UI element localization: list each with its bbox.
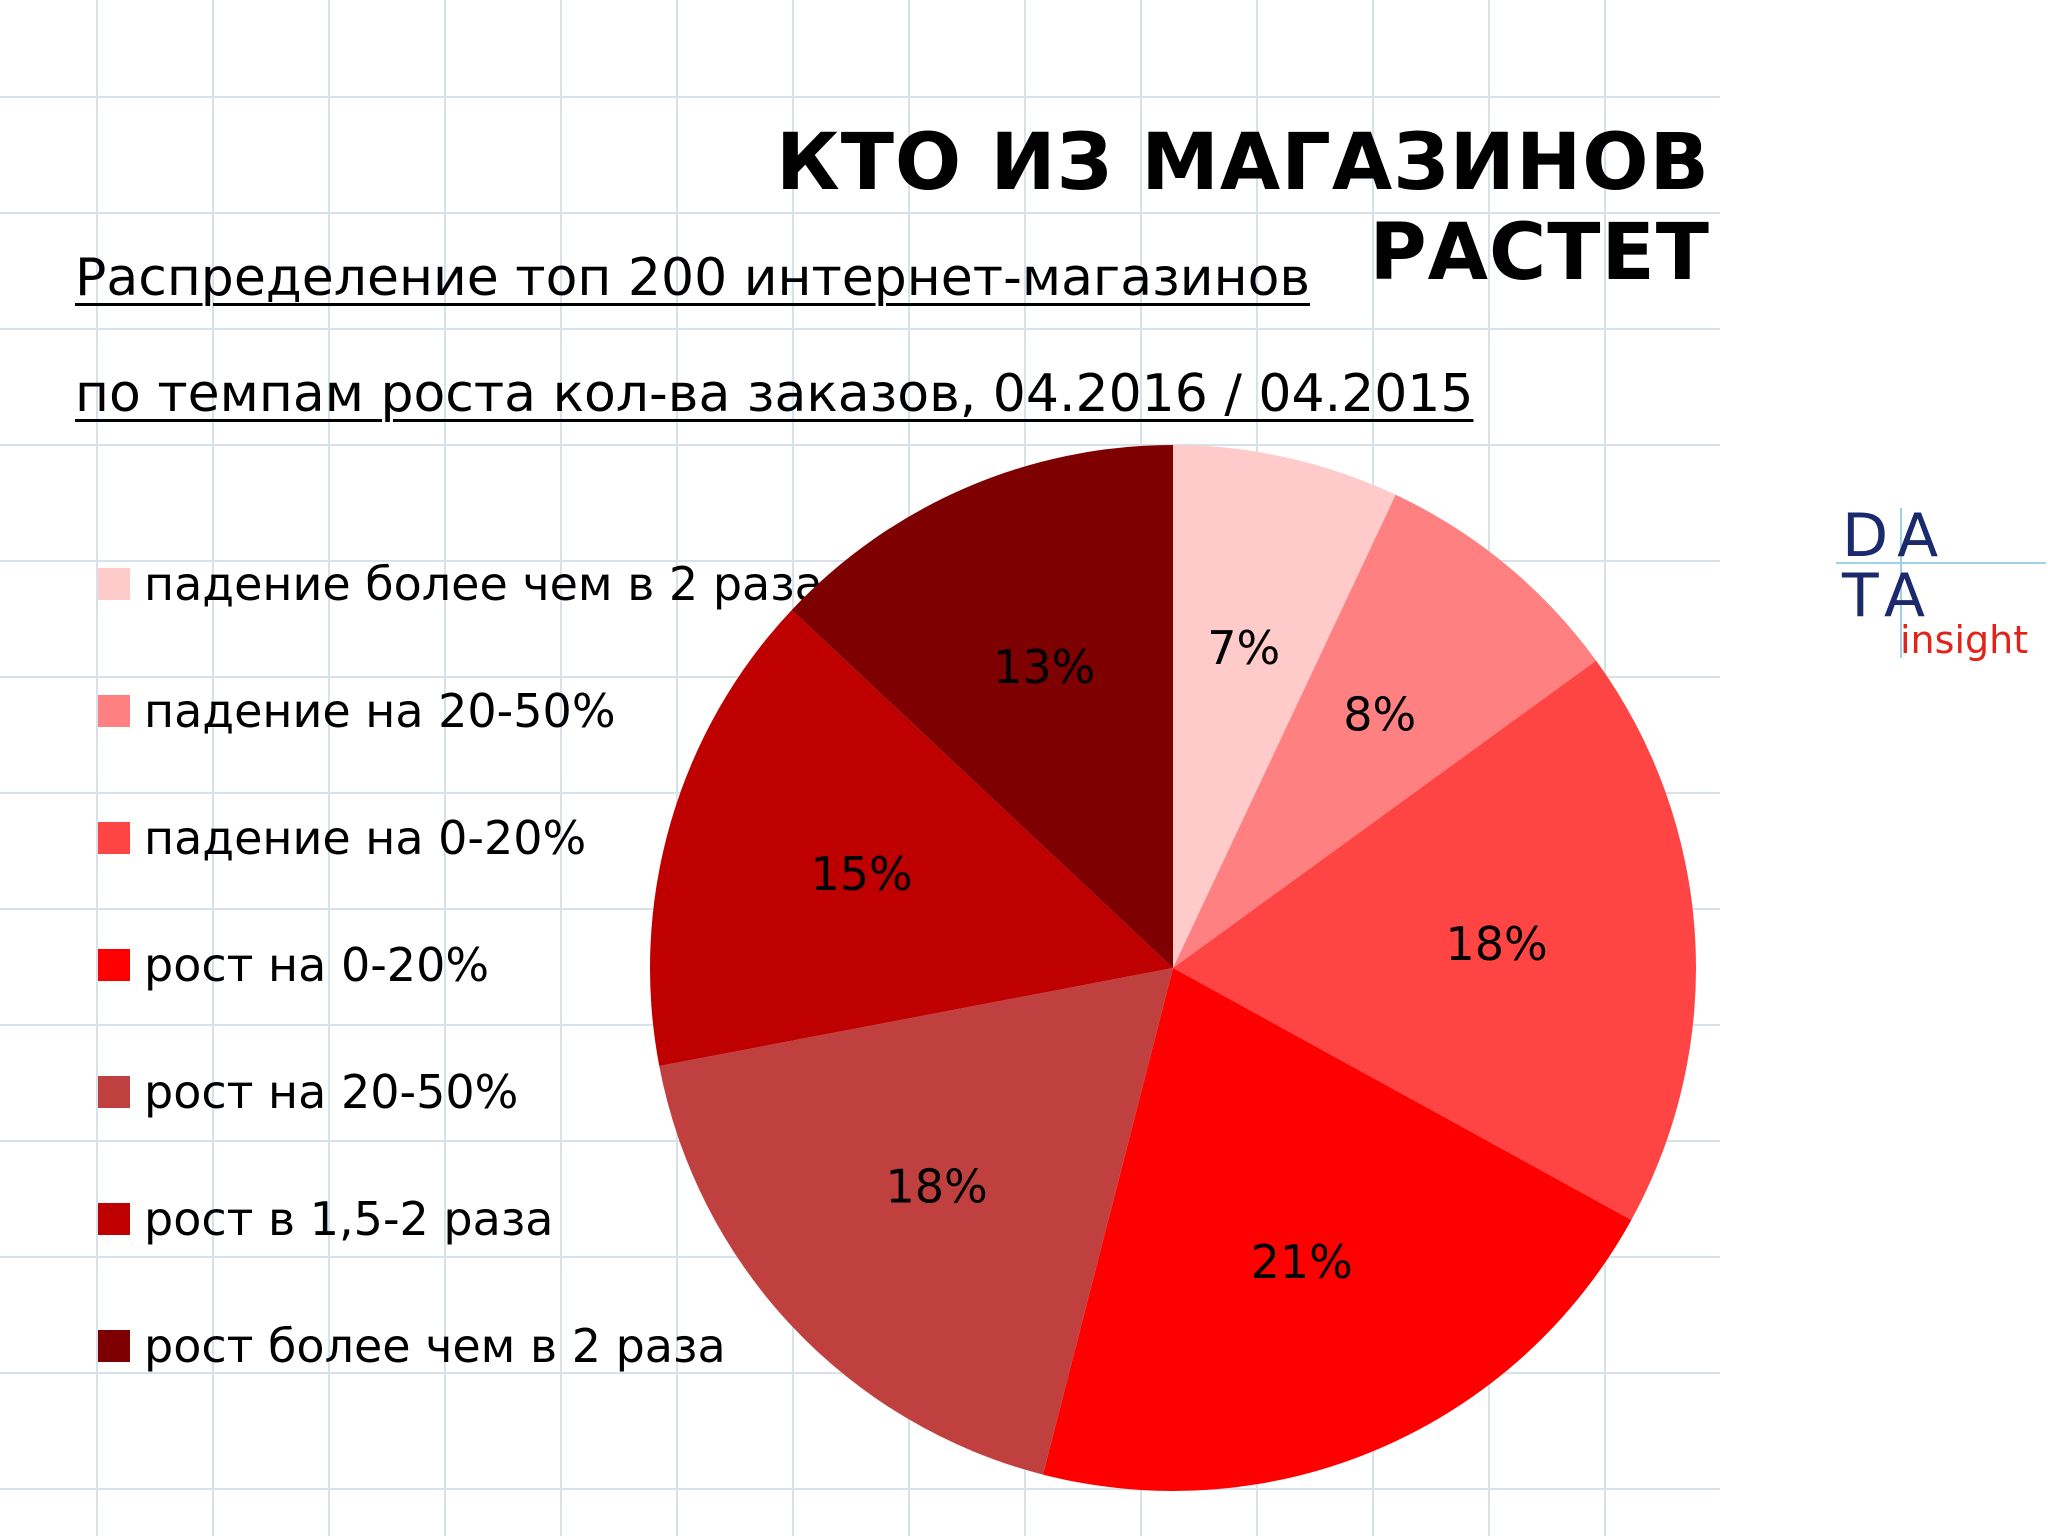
legend-item: рост на 0-20% bbox=[98, 901, 823, 1028]
pie-slice bbox=[791, 445, 1173, 968]
legend-swatch bbox=[98, 821, 130, 854]
legend-swatch bbox=[98, 1329, 130, 1362]
legend-item: падение на 20-50% bbox=[98, 647, 823, 774]
legend-swatch bbox=[98, 1075, 130, 1108]
legend-item: рост в 1,5-2 раза bbox=[98, 1155, 823, 1282]
legend-label: рост в 1,5-2 раза bbox=[144, 1191, 554, 1246]
legend-swatch bbox=[98, 1202, 130, 1235]
pie-data-label: 15% bbox=[810, 847, 912, 901]
legend-label: падение на 20-50% bbox=[144, 683, 616, 738]
legend-item: рост на 20-50% bbox=[98, 1028, 823, 1155]
pie-slice bbox=[1173, 445, 1396, 968]
legend-item: рост более чем в 2 раза bbox=[98, 1282, 823, 1409]
pie-data-label: 8% bbox=[1343, 688, 1416, 742]
legend-label: падение более чем в 2 раза bbox=[144, 556, 823, 611]
pie-data-label: 18% bbox=[1445, 917, 1547, 971]
legend-swatch bbox=[98, 694, 130, 727]
logo-text-da: DA bbox=[1842, 501, 1949, 571]
pie-data-label: 21% bbox=[1251, 1235, 1353, 1289]
page-title: КТО ИЗ МАГАЗИНОВ РАСТЕТ bbox=[775, 118, 1710, 298]
logo-rule bbox=[1836, 562, 2046, 564]
legend-label: рост на 0-20% bbox=[144, 937, 490, 992]
logo-rule bbox=[1900, 508, 1902, 658]
pie-data-label: 18% bbox=[885, 1159, 987, 1213]
pie-slice bbox=[659, 968, 1173, 1475]
right-panel bbox=[1720, 0, 2048, 1536]
legend-swatch bbox=[98, 567, 130, 600]
pie-slice bbox=[1042, 968, 1632, 1492]
legend-item: падение на 0-20% bbox=[98, 774, 823, 901]
legend-label: рост более чем в 2 раза bbox=[144, 1318, 726, 1373]
pie-data-label: 13% bbox=[993, 640, 1095, 694]
pie-slice bbox=[649, 609, 1173, 1066]
chart-subtitle-line-2: по темпам роста кол-ва заказов, 04.2016 … bbox=[75, 364, 1474, 424]
chart-legend: падение более чем в 2 раза падение на 20… bbox=[98, 520, 823, 1409]
legend-label: рост на 20-50% bbox=[144, 1064, 519, 1119]
chart-subtitle-line-1: Распределение топ 200 интернет-магазинов bbox=[75, 248, 1311, 308]
legend-label: падение на 0-20% bbox=[144, 810, 587, 865]
data-insight-logo: DA TA insight bbox=[1836, 500, 2046, 670]
pie-slice bbox=[1173, 494, 1597, 968]
pie-slice bbox=[1173, 660, 1697, 1220]
logo-text-ta: TA bbox=[1842, 561, 1936, 631]
legend-swatch bbox=[98, 948, 130, 981]
pie-data-label: 7% bbox=[1207, 621, 1280, 675]
legend-item: падение более чем в 2 раза bbox=[98, 520, 823, 647]
logo-text-insight: insight bbox=[1900, 618, 2029, 662]
